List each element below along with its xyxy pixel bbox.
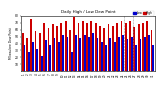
Title: Daily High / Low Dew Point: Daily High / Low Dew Point <box>61 10 115 14</box>
Bar <box>138 24 140 71</box>
Bar <box>32 42 34 71</box>
Bar <box>82 21 84 71</box>
Bar <box>101 42 103 71</box>
Bar <box>41 56 43 71</box>
Bar <box>60 23 62 71</box>
Bar <box>52 24 54 71</box>
Bar <box>95 23 97 71</box>
Bar <box>30 19 32 71</box>
Bar <box>48 28 49 71</box>
Bar <box>92 33 94 71</box>
Bar <box>71 52 73 71</box>
Bar <box>65 21 67 71</box>
Bar <box>122 35 124 71</box>
Bar <box>62 35 64 71</box>
Legend: Low, High: Low, High <box>133 11 154 16</box>
Bar <box>24 45 25 71</box>
Bar <box>120 21 122 71</box>
Bar <box>45 40 47 71</box>
Bar <box>127 39 128 71</box>
Bar <box>116 23 118 71</box>
Bar <box>22 33 24 71</box>
Bar <box>108 24 109 71</box>
Bar <box>129 21 131 71</box>
Bar <box>49 45 51 71</box>
Bar <box>36 49 38 71</box>
Bar <box>75 35 77 71</box>
Bar <box>152 45 154 71</box>
Bar <box>118 37 120 71</box>
Bar <box>146 21 148 71</box>
Bar <box>56 26 58 71</box>
Bar <box>86 23 88 71</box>
Bar <box>133 27 135 71</box>
Bar <box>91 21 92 71</box>
Bar <box>58 42 60 71</box>
Bar <box>144 37 146 71</box>
Bar <box>26 38 28 71</box>
Bar <box>135 45 137 71</box>
Bar <box>140 39 141 71</box>
Bar <box>105 45 107 71</box>
Bar <box>69 30 71 71</box>
Y-axis label: Milwaukee Dew Point: Milwaukee Dew Point <box>9 28 13 59</box>
Bar <box>131 37 133 71</box>
Bar <box>99 26 101 71</box>
Bar <box>67 37 68 71</box>
Bar <box>43 23 45 71</box>
Bar <box>97 38 98 71</box>
Bar <box>54 38 56 71</box>
Bar <box>109 38 111 71</box>
Bar <box>79 38 81 71</box>
Bar <box>125 23 127 71</box>
Bar <box>88 37 90 71</box>
Bar <box>84 35 85 71</box>
Bar <box>142 23 144 71</box>
Bar <box>148 35 150 71</box>
Bar <box>73 17 75 71</box>
Bar <box>112 26 114 71</box>
Bar <box>103 28 105 71</box>
Bar <box>151 30 152 71</box>
Bar <box>39 33 41 71</box>
Bar <box>78 23 79 71</box>
Bar <box>114 42 116 71</box>
Bar <box>35 31 36 71</box>
Bar <box>28 52 30 71</box>
